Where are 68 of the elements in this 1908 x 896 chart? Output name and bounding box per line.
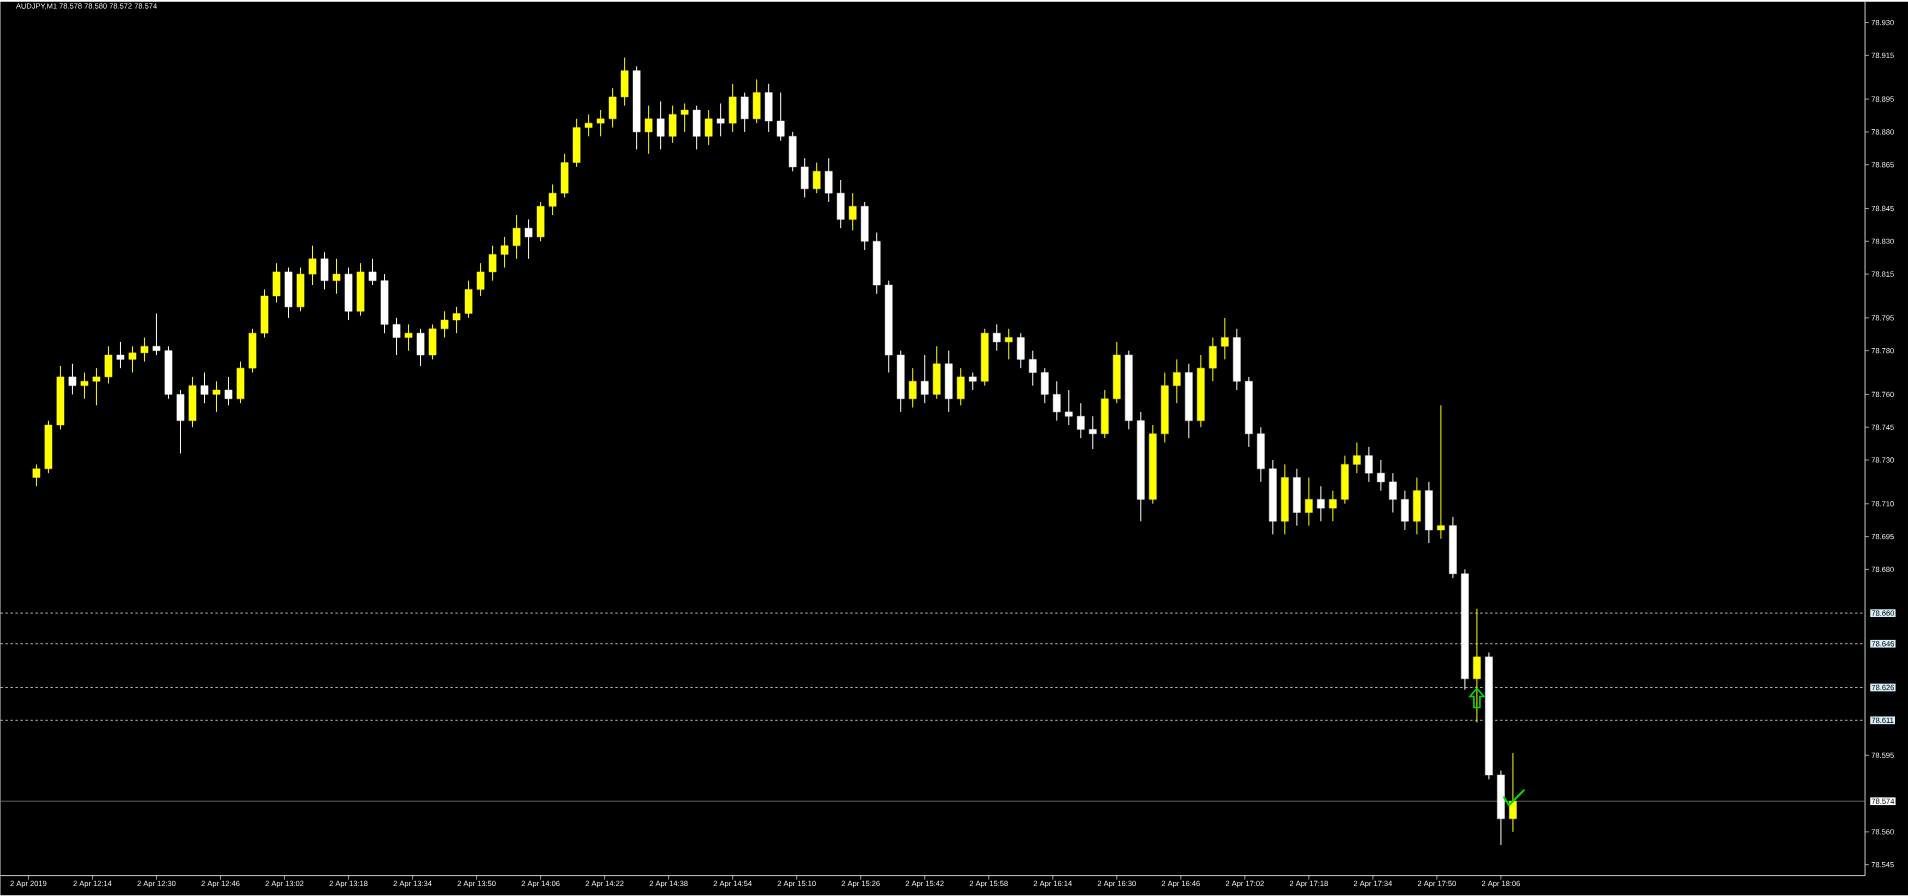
candlestick <box>80 372 89 400</box>
candlestick <box>644 105 653 155</box>
candlestick <box>32 464 41 487</box>
candlestick <box>1052 380 1061 422</box>
candlestick <box>140 337 149 363</box>
candlestick <box>1028 350 1037 387</box>
candlestick <box>1209 337 1217 382</box>
candlestick <box>1221 317 1229 361</box>
candlestick <box>680 103 689 133</box>
candlestick <box>212 380 221 413</box>
candlestick <box>404 324 413 352</box>
candlestick <box>1389 472 1397 514</box>
candlestick <box>956 367 965 407</box>
candlestick <box>1088 415 1097 450</box>
candlestick <box>440 310 449 339</box>
candlestick <box>392 317 401 356</box>
candlestick <box>1401 490 1409 531</box>
candlestick <box>548 184 557 216</box>
candlestick <box>584 114 593 138</box>
candlestick <box>1076 402 1085 439</box>
candlestick <box>848 192 857 232</box>
candlestick <box>1317 485 1325 522</box>
candlestick <box>92 367 101 407</box>
candlestick <box>704 109 713 146</box>
candlestick <box>200 372 209 404</box>
candlestick <box>908 367 917 409</box>
candlestick <box>1040 367 1049 404</box>
candlestick <box>1365 446 1373 483</box>
candlestick <box>1353 442 1361 474</box>
candlestick <box>500 236 509 269</box>
candlestick <box>524 219 533 260</box>
candlestick <box>476 262 485 297</box>
candlestick <box>1509 752 1517 833</box>
candlestick <box>68 363 77 396</box>
candlestick <box>1004 328 1013 361</box>
candlestick <box>668 105 677 144</box>
candlestick <box>812 162 821 194</box>
candlestick <box>1329 490 1337 522</box>
candlestick <box>308 245 317 286</box>
candlestick <box>368 258 377 286</box>
candlestick <box>512 214 521 260</box>
candlestick <box>128 345 137 374</box>
candlestick <box>116 341 125 369</box>
candlestick <box>596 109 605 138</box>
candlestick <box>800 157 809 199</box>
candlestick <box>332 258 341 295</box>
candlestick <box>488 245 497 282</box>
candlestick <box>992 324 1001 352</box>
candlestick <box>1305 477 1313 527</box>
candlestick <box>716 103 725 138</box>
candlestick <box>152 313 161 356</box>
candlestick <box>452 306 461 334</box>
candlestick <box>224 376 233 407</box>
candlestick <box>1437 405 1445 540</box>
candlestick <box>776 92 785 142</box>
candlestick <box>1173 359 1181 404</box>
candlestick <box>104 345 113 385</box>
candlestick <box>824 157 833 203</box>
candlestick <box>656 101 665 151</box>
candlestick <box>416 328 425 367</box>
candlestick <box>1016 332 1025 369</box>
candlestick <box>1064 389 1073 426</box>
candlestick <box>320 251 329 291</box>
candlestick <box>608 87 617 129</box>
candlestick <box>920 354 929 404</box>
candlestick <box>1377 459 1385 492</box>
candlestick <box>1473 608 1481 724</box>
candlestick <box>740 92 749 133</box>
